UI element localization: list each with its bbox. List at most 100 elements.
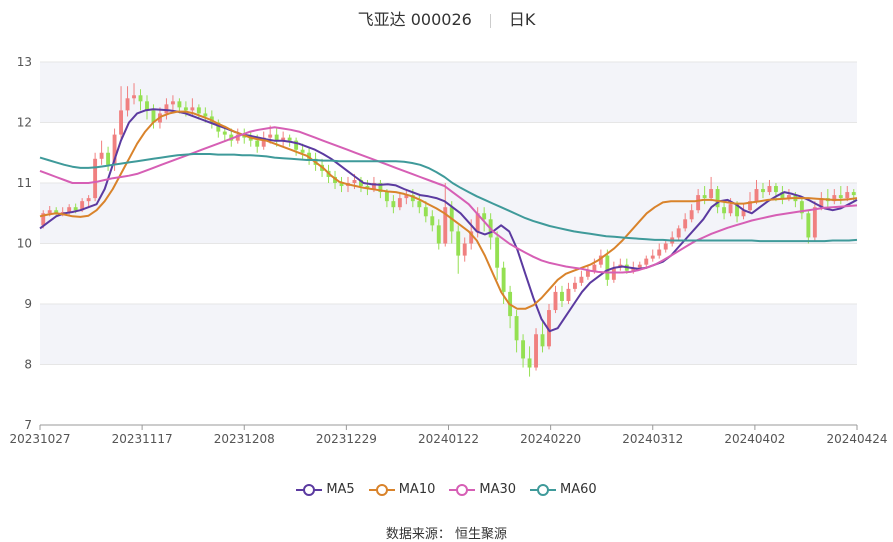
candle-body: [436, 225, 441, 244]
legend-label: MA10: [398, 482, 436, 497]
candle-body: [715, 189, 720, 208]
plot-band: [40, 62, 857, 123]
candle-body: [475, 213, 480, 232]
x-tick-label: 20231208: [214, 432, 275, 446]
candle-body: [80, 201, 85, 211]
x-tick-label: 20231117: [112, 432, 173, 446]
candle-body: [514, 316, 519, 341]
candle-body: [54, 210, 59, 214]
candle-body: [501, 267, 506, 292]
chart-legend: MA5 MA10 MA30 MA60: [0, 482, 893, 497]
candle-body: [170, 101, 175, 105]
candle-body: [164, 104, 169, 114]
candle-body: [125, 98, 130, 111]
candle-body: [741, 210, 746, 217]
candle-body: [845, 192, 850, 199]
candle-body: [709, 189, 714, 199]
candle-body: [93, 158, 98, 199]
candle-body: [832, 195, 837, 202]
candle-body: [203, 113, 208, 117]
period-label: 日K: [508, 10, 536, 29]
candle-body: [261, 137, 266, 147]
candle-body: [585, 270, 590, 277]
candle-body: [307, 152, 312, 159]
candle-body: [780, 192, 785, 199]
candle-body: [333, 176, 337, 183]
candle-body: [255, 140, 260, 147]
candle-body: [119, 110, 123, 135]
candle-body: [106, 152, 111, 165]
candle-body: [663, 243, 668, 250]
candle-body: [235, 134, 240, 141]
candle-body: [404, 195, 409, 199]
legend-item-ma60[interactable]: MA60: [530, 482, 597, 497]
y-tick-label: 13: [17, 55, 32, 69]
candle-body: [352, 179, 357, 183]
candle-body: [540, 334, 545, 347]
x-tick-label: 20240402: [724, 432, 785, 446]
legend-marker-icon: [449, 483, 476, 496]
x-tick-label: 20240424: [826, 432, 887, 446]
candle-body: [482, 213, 487, 220]
candle-body: [774, 186, 778, 193]
candle-body: [598, 255, 603, 265]
candle-body: [534, 334, 538, 368]
candle-body: [145, 101, 149, 111]
candle-body: [806, 213, 811, 238]
candle-body: [456, 231, 461, 256]
candle-body: [728, 204, 733, 214]
candle-body: [838, 195, 843, 199]
candle-body: [851, 192, 856, 196]
candle-body: [384, 192, 389, 202]
candle-body: [605, 255, 610, 280]
candle-body: [99, 152, 104, 159]
candle-body: [819, 198, 824, 208]
candle-body: [60, 212, 65, 214]
candle-body: [248, 137, 253, 141]
plot-band: [40, 243, 857, 304]
stock-name-code: 飞亚达 000026: [357, 10, 472, 29]
candle-body: [190, 107, 195, 111]
candle-body: [300, 149, 305, 153]
candle-body: [657, 249, 662, 256]
ma-line-ma30: [39, 126, 858, 274]
x-tick-label: 20240220: [520, 432, 581, 446]
candle-body: [521, 340, 526, 359]
candle-body: [644, 258, 649, 265]
plot-band: [40, 183, 857, 244]
candle-body: [702, 195, 707, 199]
candle-body: [132, 95, 136, 99]
candle-body: [696, 195, 701, 211]
legend-label: MA5: [326, 482, 355, 497]
plot-band: [40, 364, 857, 425]
candle-body: [378, 183, 383, 193]
candle-body: [183, 107, 188, 111]
candle-body: [151, 110, 156, 123]
candle-body: [410, 195, 415, 202]
candle-body: [371, 183, 376, 190]
candle-body: [553, 291, 558, 311]
candle-body: [566, 288, 571, 301]
ma-line-ma60: [39, 153, 858, 243]
y-tick-label: 8: [24, 358, 32, 372]
candle-body: [423, 207, 428, 217]
candle-body: [391, 201, 396, 208]
legend-item-ma10[interactable]: MA10: [368, 482, 436, 497]
plot-band: [40, 304, 857, 365]
candle-body: [274, 134, 279, 141]
legend-item-ma5[interactable]: MA5: [296, 482, 355, 497]
candle-body: [86, 198, 91, 202]
candle-body: [67, 207, 72, 213]
candle-body: [527, 358, 532, 368]
candle-body: [216, 122, 221, 132]
candle-body: [47, 210, 52, 214]
candle-body: [177, 101, 182, 108]
candle-body: [735, 204, 739, 217]
candle-body: [443, 207, 448, 244]
candle-body: [611, 267, 616, 280]
candle-body: [417, 201, 422, 208]
candle-body: [650, 255, 655, 259]
candle-body: [112, 134, 117, 165]
legend-item-ma30[interactable]: MA30: [449, 482, 516, 497]
